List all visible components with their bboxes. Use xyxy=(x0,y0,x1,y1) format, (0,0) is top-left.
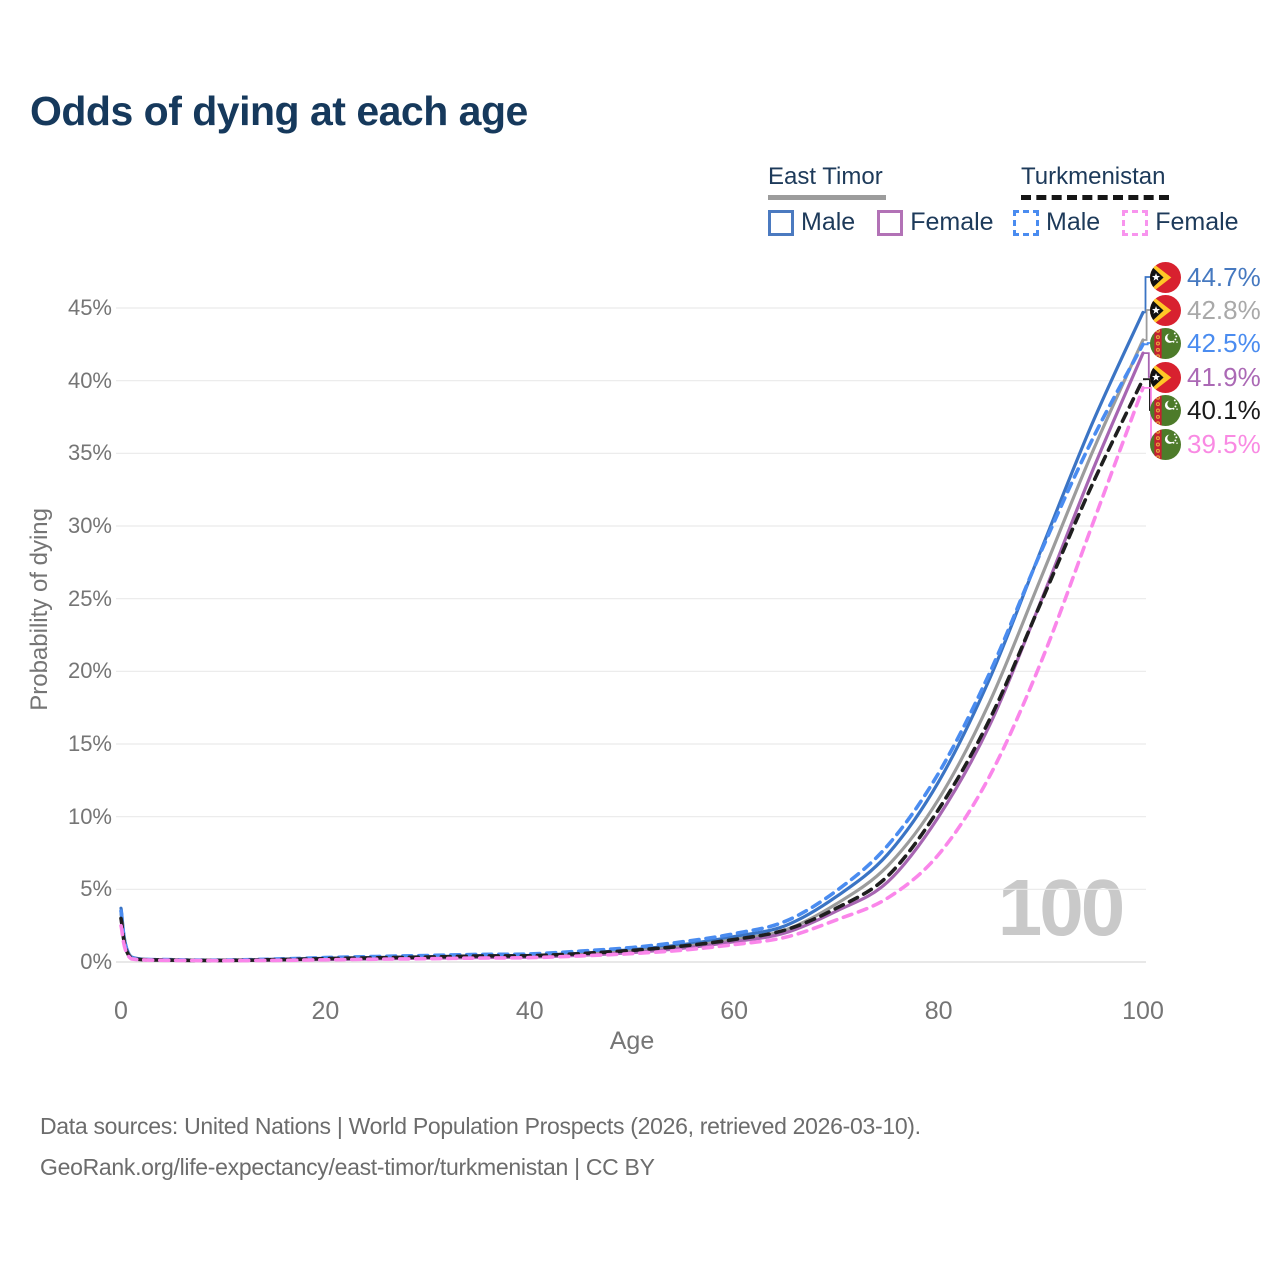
end-label-turkmenistan-male: 42.5% xyxy=(1150,327,1261,359)
y-tick-label: 10% xyxy=(67,803,112,829)
end-label-east-timor-female: 41.9% xyxy=(1150,361,1261,393)
x-tick-label: 20 xyxy=(311,997,340,1025)
legend-label-turkmenistan-male[interactable]: Male xyxy=(1046,208,1101,236)
y-tick-label: 35% xyxy=(67,440,112,466)
end-label-value: 41.9% xyxy=(1187,361,1261,392)
end-label-east-timor-both: 42.8% xyxy=(1150,294,1261,326)
legend-swatch-turkmenistan-female[interactable] xyxy=(1122,209,1149,236)
end-label-value: 42.8% xyxy=(1187,294,1261,325)
legend-title-east-timor[interactable]: East Timor xyxy=(768,163,886,200)
footer-data-sources: Data sources: United Nations | World Pop… xyxy=(40,1113,921,1139)
x-tick-label: 80 xyxy=(924,997,953,1025)
age-counter-watermark: 100 xyxy=(997,863,1125,952)
turkmenistan-flag-icon xyxy=(1150,428,1181,460)
end-label-value: 40.1% xyxy=(1187,394,1261,425)
turkmenistan-flag-icon xyxy=(1150,327,1181,359)
x-tick-label: 60 xyxy=(720,997,749,1025)
footer-attribution[interactable]: GeoRank.org/life-expectancy/east-timor/t… xyxy=(40,1154,655,1180)
end-label-connector xyxy=(1143,276,1151,314)
y-axis-title: Probability of dying xyxy=(26,508,53,711)
turkmenistan-flag-icon xyxy=(1150,394,1181,426)
end-label-east-timor-male: 44.7% xyxy=(1150,261,1261,293)
legend-group-east-timor: East Timor Male Female xyxy=(768,163,1016,237)
x-tick-label: 100 xyxy=(1122,997,1164,1025)
x-tick-label: 40 xyxy=(515,997,544,1025)
series-line-east-timor-both xyxy=(119,338,1145,963)
series-line-east-timor-male xyxy=(119,310,1145,962)
series-line-turkmenistan-female xyxy=(119,386,1145,963)
footer: Data sources: United Nations | World Pop… xyxy=(40,1106,921,1188)
y-tick-label: 45% xyxy=(67,295,112,320)
east-timor-flag-icon xyxy=(1150,361,1181,393)
y-tick-label: 25% xyxy=(67,585,112,611)
end-label-connector xyxy=(1143,352,1151,378)
series-line-turkmenistan-male xyxy=(119,342,1145,962)
legend-swatch-turkmenistan-male[interactable] xyxy=(1013,209,1039,236)
chart-plot-area xyxy=(116,276,1152,963)
east-timor-flag-icon xyxy=(1150,261,1181,293)
east-timor-flag-icon xyxy=(1150,294,1181,326)
y-tick-label: 0% xyxy=(80,949,112,974)
legend-swatch-east-timor-male[interactable] xyxy=(768,209,794,236)
end-label-value: 44.7% xyxy=(1187,261,1261,292)
y-tick-label: 20% xyxy=(67,658,112,684)
end-label-connector xyxy=(1143,342,1151,346)
page-title: Odds of dying at each age xyxy=(30,88,528,134)
legend-title-turkmenistan[interactable]: Turkmenistan xyxy=(1021,163,1169,200)
legend-label-turkmenistan-female[interactable]: Female xyxy=(1155,208,1239,236)
y-tick-label: 30% xyxy=(67,513,112,538)
end-label-connector xyxy=(1143,309,1151,341)
x-tick-label: 0 xyxy=(114,997,128,1025)
series-line-east-timor-female xyxy=(119,351,1145,963)
end-label-connector xyxy=(1143,387,1152,444)
end-label-turkmenistan-female: 39.5% xyxy=(1150,428,1261,460)
end-label-value: 42.5% xyxy=(1187,327,1261,358)
x-axis-title: Age xyxy=(609,1027,655,1055)
y-tick-label: 5% xyxy=(80,876,112,902)
end-label-value: 39.5% xyxy=(1187,428,1261,459)
y-tick-label: 40% xyxy=(67,367,112,393)
legend-swatch-east-timor-female[interactable] xyxy=(877,209,904,236)
legend-label-east-timor-female[interactable]: Female xyxy=(910,208,994,236)
series-line-turkmenistan-both xyxy=(119,377,1145,963)
end-label-turkmenistan-both: 40.1% xyxy=(1150,394,1261,426)
legend-group-turkmenistan: Turkmenistan Male Female xyxy=(1013,163,1261,237)
y-tick-label: 15% xyxy=(67,731,112,756)
legend-label-east-timor-male[interactable]: Male xyxy=(801,208,856,236)
